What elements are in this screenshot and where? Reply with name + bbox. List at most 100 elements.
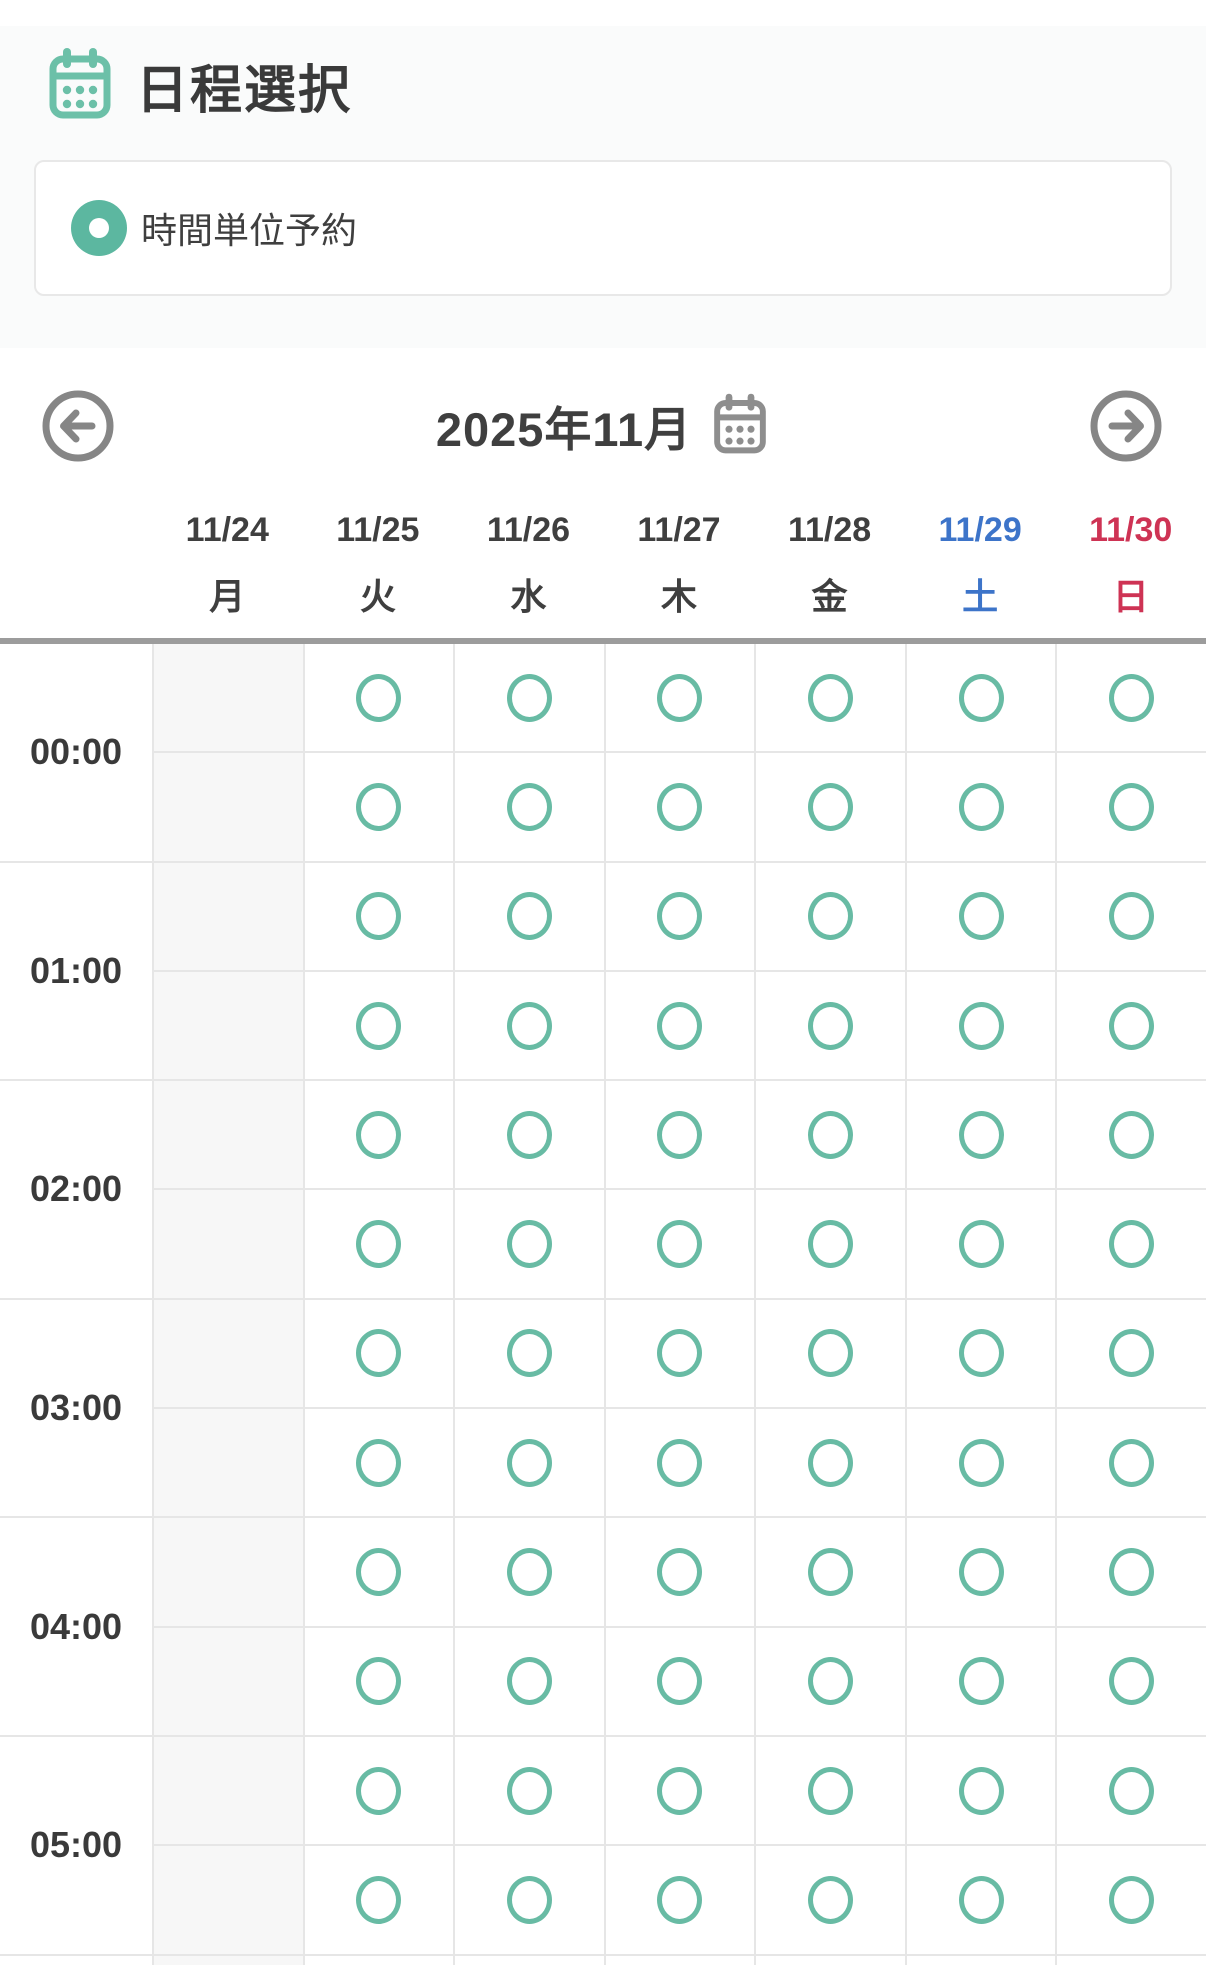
slot-available-circle[interactable] <box>808 1438 854 1487</box>
slot-cell <box>302 1955 454 1965</box>
date-picker-icon[interactable] <box>710 392 770 458</box>
slot-available-circle[interactable] <box>657 1110 703 1159</box>
slot-available-circle[interactable] <box>657 1220 703 1269</box>
slot-available-circle[interactable] <box>506 1657 552 1706</box>
day-header-weekday: 月 <box>209 576 246 617</box>
slot-available-circle[interactable] <box>958 1001 1004 1050</box>
slot-available-circle[interactable] <box>506 673 552 722</box>
slot-available-circle[interactable] <box>657 782 703 831</box>
slot-available-circle[interactable] <box>657 892 703 941</box>
month-navigation: 2025年11月 <box>0 384 1206 466</box>
slot-available-circle[interactable] <box>356 1657 402 1706</box>
slot-available-circle[interactable] <box>808 1548 854 1597</box>
slot-available-circle[interactable] <box>506 1220 552 1269</box>
slot-available-circle[interactable] <box>356 1001 402 1050</box>
slot-cell <box>302 1736 454 1847</box>
slot-cell <box>904 1955 1056 1965</box>
prev-week-button[interactable] <box>40 388 116 464</box>
slot-available-circle[interactable] <box>958 1657 1004 1706</box>
slot-available-circle[interactable] <box>808 1329 854 1378</box>
slot-available-circle[interactable] <box>808 1001 854 1050</box>
slot-available-circle[interactable] <box>958 1220 1004 1269</box>
slot-available-circle[interactable] <box>356 1329 402 1378</box>
slot-available-circle[interactable] <box>657 1548 703 1597</box>
slot-available-circle[interactable] <box>657 1657 703 1706</box>
slot-available-circle[interactable] <box>1109 1438 1155 1487</box>
day-header-date: 11/28 <box>787 511 872 549</box>
slot-available-circle[interactable] <box>808 1110 854 1159</box>
slot-available-circle[interactable] <box>1109 1548 1155 1597</box>
slot-available-circle[interactable] <box>958 673 1004 722</box>
slot-cell <box>904 971 1056 1082</box>
slot-available-circle[interactable] <box>356 673 402 722</box>
slot-available-circle[interactable] <box>356 1110 402 1159</box>
slot-cell <box>453 1736 604 1847</box>
slot-available-circle[interactable] <box>1109 892 1155 941</box>
slot-available-circle[interactable] <box>1109 1220 1155 1269</box>
slot-available-circle[interactable] <box>356 782 402 831</box>
slot-available-circle[interactable] <box>808 782 854 831</box>
next-week-button[interactable] <box>1088 388 1164 464</box>
slot-available-circle[interactable] <box>657 1875 703 1924</box>
slot-available-circle[interactable] <box>958 1766 1004 1815</box>
slot-cell <box>603 1736 755 1847</box>
slot-available-circle[interactable] <box>356 1548 402 1597</box>
slot-available-circle[interactable] <box>958 892 1004 941</box>
slot-available-circle[interactable] <box>808 1766 854 1815</box>
slot-available-circle[interactable] <box>506 1110 552 1159</box>
slot-available-circle[interactable] <box>1109 1110 1155 1159</box>
slot-cell <box>754 1081 905 1191</box>
slot-available-circle[interactable] <box>1109 782 1155 831</box>
slot-available-circle[interactable] <box>657 673 703 722</box>
time-label-partial <box>0 1955 152 1965</box>
slot-available-circle[interactable] <box>958 1548 1004 1597</box>
time-label: 02:00 <box>0 1081 152 1300</box>
slot-cell <box>754 1955 905 1965</box>
slot-available-circle[interactable] <box>356 1766 402 1815</box>
slot-available-circle[interactable] <box>1109 1329 1155 1378</box>
slot-available-circle[interactable] <box>808 673 854 722</box>
slot-available-circle[interactable] <box>506 782 552 831</box>
slot-available-circle[interactable] <box>958 1875 1004 1924</box>
slot-available-circle[interactable] <box>356 1438 402 1487</box>
slot-available-circle[interactable] <box>506 1766 552 1815</box>
slot-cell <box>1055 862 1206 972</box>
slot-available-circle[interactable] <box>356 892 402 941</box>
slot-cell <box>904 1518 1056 1628</box>
slot-unavailable-cell <box>152 1299 303 1410</box>
day-header-weekday: 水 <box>510 576 547 617</box>
slot-available-circle[interactable] <box>506 1548 552 1597</box>
slot-available-circle[interactable] <box>958 782 1004 831</box>
slot-available-circle[interactable] <box>657 1438 703 1487</box>
slot-available-circle[interactable] <box>506 1438 552 1487</box>
slot-unavailable-cell <box>152 1955 303 1965</box>
slot-available-circle[interactable] <box>657 1001 703 1050</box>
slot-cell <box>904 1736 1056 1847</box>
slot-available-circle[interactable] <box>356 1875 402 1924</box>
slot-available-circle[interactable] <box>1109 1001 1155 1050</box>
slot-available-circle[interactable] <box>808 1657 854 1706</box>
slot-available-circle[interactable] <box>958 1110 1004 1159</box>
slot-available-circle[interactable] <box>506 1875 552 1924</box>
radio-selected-icon[interactable] <box>71 200 127 256</box>
slot-cell <box>904 1190 1056 1300</box>
slot-available-circle[interactable] <box>808 1220 854 1269</box>
time-label: 03:00 <box>0 1299 152 1519</box>
slot-available-circle[interactable] <box>657 1329 703 1378</box>
slot-available-circle[interactable] <box>506 892 552 941</box>
slot-cell <box>1055 1190 1206 1300</box>
slot-available-circle[interactable] <box>808 892 854 941</box>
slot-available-circle[interactable] <box>958 1438 1004 1487</box>
slot-available-circle[interactable] <box>1109 673 1155 722</box>
slot-available-circle[interactable] <box>808 1875 854 1924</box>
slot-available-circle[interactable] <box>1109 1875 1155 1924</box>
slot-available-circle[interactable] <box>356 1220 402 1269</box>
slot-available-circle[interactable] <box>657 1766 703 1815</box>
slot-available-circle[interactable] <box>1109 1657 1155 1706</box>
slot-available-circle[interactable] <box>506 1329 552 1378</box>
slot-available-circle[interactable] <box>506 1001 552 1050</box>
slot-available-circle[interactable] <box>958 1329 1004 1378</box>
slot-cell <box>453 644 604 754</box>
slot-available-circle[interactable] <box>1109 1766 1155 1815</box>
booking-option-card[interactable]: 時間単位予約 <box>34 160 1172 296</box>
